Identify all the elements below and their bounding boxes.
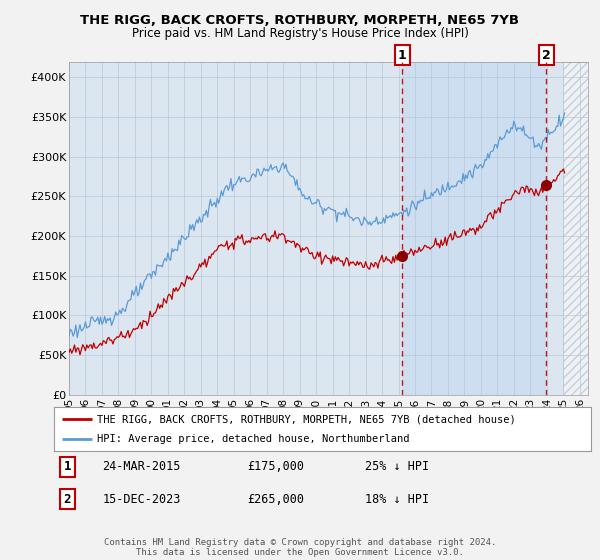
Text: £175,000: £175,000: [247, 460, 304, 473]
Text: Price paid vs. HM Land Registry's House Price Index (HPI): Price paid vs. HM Land Registry's House …: [131, 27, 469, 40]
Bar: [402, 62, 546, 395]
Text: 15-DEC-2023: 15-DEC-2023: [103, 493, 181, 506]
Text: HPI: Average price, detached house, Northumberland: HPI: Average price, detached house, Nort…: [97, 433, 409, 444]
Text: THE RIGG, BACK CROFTS, ROTHBURY, MORPETH, NE65 7YB (detached house): THE RIGG, BACK CROFTS, ROTHBURY, MORPETH…: [97, 414, 516, 424]
Bar: [563, 62, 588, 395]
Text: £265,000: £265,000: [247, 493, 304, 506]
Text: 2: 2: [542, 49, 551, 62]
Text: 2: 2: [64, 493, 71, 506]
Text: THE RIGG, BACK CROFTS, ROTHBURY, MORPETH, NE65 7YB: THE RIGG, BACK CROFTS, ROTHBURY, MORPETH…: [80, 14, 520, 27]
Text: Contains HM Land Registry data © Crown copyright and database right 2024.
This d: Contains HM Land Registry data © Crown c…: [104, 538, 496, 557]
Text: 1: 1: [64, 460, 71, 473]
Text: 18% ↓ HPI: 18% ↓ HPI: [365, 493, 430, 506]
Text: 24-MAR-2015: 24-MAR-2015: [103, 460, 181, 473]
Text: 1: 1: [398, 49, 407, 62]
Text: 25% ↓ HPI: 25% ↓ HPI: [365, 460, 430, 473]
